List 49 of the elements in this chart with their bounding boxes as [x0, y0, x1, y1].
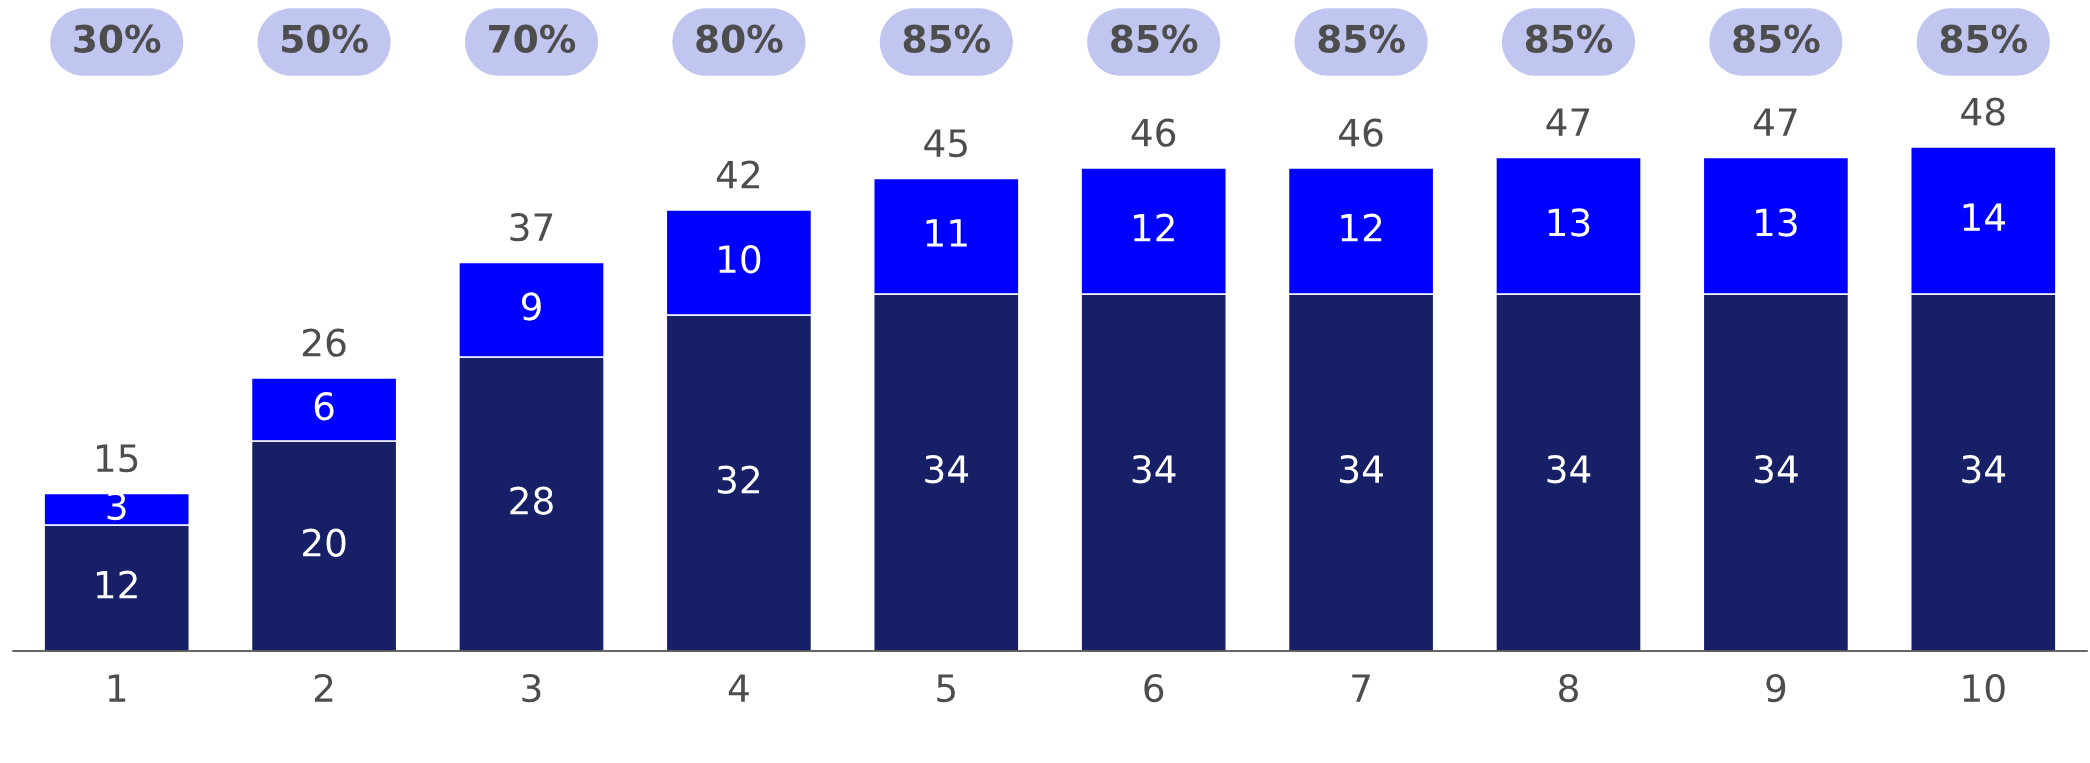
data-label: 12 — [96, 570, 137, 599]
text: 85% — [1940, 24, 2027, 53]
data-label: 13 — [1548, 208, 1590, 237]
text: 30% — [74, 24, 161, 53]
text: 80% — [696, 24, 783, 53]
data-label: 12 — [1133, 213, 1174, 242]
data-label: 34 — [925, 455, 969, 484]
total-label: 48 — [1961, 97, 2005, 126]
data-label: 34 — [1754, 455, 1798, 484]
x-tick-label: 5 — [937, 674, 955, 703]
text: 85% — [1733, 24, 1820, 53]
data-label: 32 — [717, 465, 759, 494]
data-label: 14 — [1963, 203, 2006, 231]
x-tick-label: 7 — [1352, 674, 1370, 702]
total-label: 45 — [924, 129, 967, 158]
total-label: 26 — [302, 328, 346, 357]
data-label: 28 — [510, 486, 553, 515]
data-label: 20 — [302, 528, 346, 557]
data-label: 34 — [1132, 455, 1176, 484]
text: 85% — [1318, 24, 1405, 53]
data-label: 13 — [1756, 208, 1797, 237]
text: 70% — [489, 24, 576, 53]
x-tick-label: 3 — [522, 673, 541, 703]
x-tick-label: 8 — [1559, 673, 1578, 703]
total-label: 42 — [716, 160, 759, 189]
text: 85% — [1111, 24, 1198, 53]
total-label: 37 — [510, 212, 553, 242]
total-label: 15 — [96, 444, 138, 473]
x-tick-label: 2 — [314, 673, 333, 702]
total-label: 46 — [1131, 118, 1176, 147]
x-tick-label: 1 — [108, 674, 126, 702]
data-label: 34 — [1962, 455, 2006, 484]
data-label: 10 — [719, 245, 761, 274]
text: 50% — [282, 24, 368, 53]
x-tick-label: 10 — [1963, 673, 2005, 703]
x-tick-label: 9 — [1766, 673, 1786, 703]
x-tick-label: 4 — [728, 674, 749, 702]
data-label: 12 — [1341, 213, 1382, 242]
total-label: 47 — [1753, 108, 1797, 136]
data-label: 11 — [926, 219, 967, 247]
data-label: 9 — [521, 292, 541, 321]
data-label: 34 — [1547, 455, 1591, 484]
text: 85% — [1525, 24, 1613, 53]
x-tick-label: 6 — [1144, 673, 1164, 703]
text: 85% — [903, 24, 990, 53]
total-label: 46 — [1339, 118, 1383, 147]
total-label: 47 — [1546, 108, 1590, 136]
data-label: 34 — [1340, 455, 1383, 484]
data-label: 6 — [314, 392, 334, 421]
